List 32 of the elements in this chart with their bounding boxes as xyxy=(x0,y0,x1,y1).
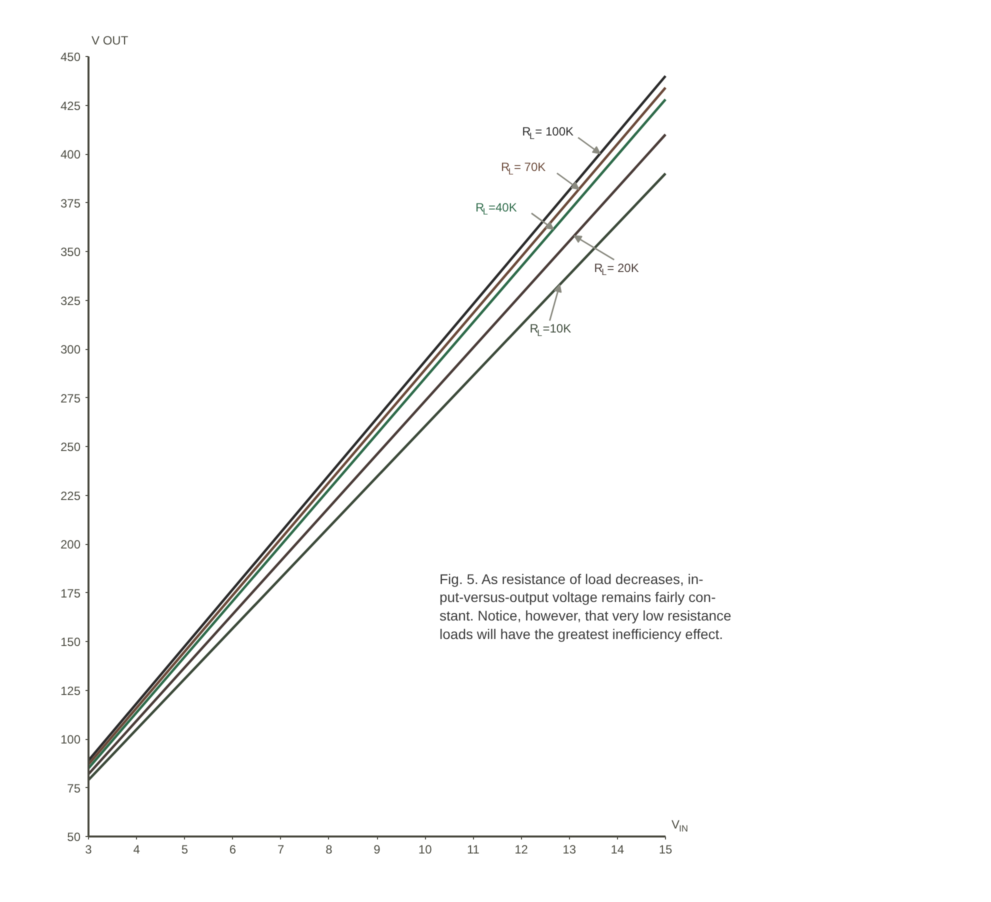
y-tick-label: 450 xyxy=(60,50,81,64)
y-tick-label: 75 xyxy=(67,781,81,796)
y-tick-label: 50 xyxy=(67,830,81,844)
x-tick-label: 10 xyxy=(418,842,432,856)
y-tick-label: 100 xyxy=(60,732,81,746)
y-tick-label: 250 xyxy=(60,440,81,454)
x-tick-label: 7 xyxy=(277,842,284,856)
y-tick-label: 200 xyxy=(60,538,81,552)
x-tick-label: 14 xyxy=(610,842,624,856)
x-tick-label: 6 xyxy=(229,842,236,856)
x-tick-label: 13 xyxy=(562,842,576,856)
x-tick-label: 4 xyxy=(133,842,140,856)
y-tick-label: 275 xyxy=(60,391,81,406)
x-tick-label: 11 xyxy=(466,842,480,856)
annotation: Fig. 5. As resistance of load decreases, in- put-versus-output voltage remains fairly con- stant. Notice, however, that very low resistance loads will have the greatest inefficiency effect. xyxy=(440,570,732,642)
x-tick-label: 5 xyxy=(181,842,188,856)
x-tick-label: 9 xyxy=(374,842,381,856)
x-tick-label: 15 xyxy=(658,842,672,856)
y-tick-label: 425 xyxy=(60,98,81,113)
x-tick-label: 8 xyxy=(326,842,333,856)
x-tick-label: 12 xyxy=(514,842,528,856)
y-tick-label: 400 xyxy=(60,148,81,162)
y-tick-label: 225 xyxy=(60,488,81,503)
y-tick-label: 175 xyxy=(60,586,81,600)
y-tick-label: 350 xyxy=(60,245,81,259)
x-tick-label: 3 xyxy=(85,842,92,856)
y-tick-label: 125 xyxy=(60,684,81,698)
y-tick-label: 325 xyxy=(60,294,81,308)
y-tick-label: 300 xyxy=(60,342,81,356)
y-tick-label: 150 xyxy=(60,635,81,649)
y-tick-label: 375 xyxy=(60,196,81,210)
y-axis-title: V OUT xyxy=(92,34,129,48)
